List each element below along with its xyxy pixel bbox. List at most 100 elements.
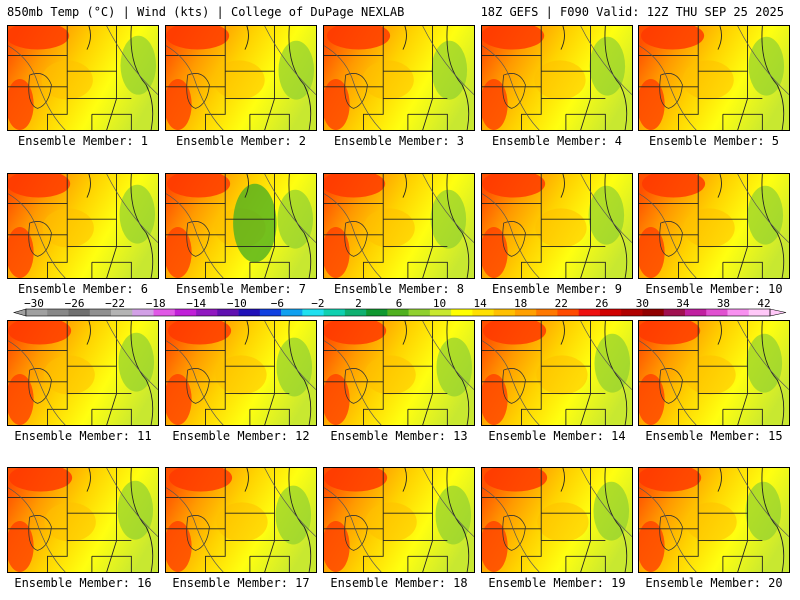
ensemble-member-label: Ensemble Member: 1 xyxy=(17,134,149,148)
height-contour xyxy=(8,487,66,572)
state-border xyxy=(565,261,606,278)
state-border xyxy=(86,321,91,345)
warm-core xyxy=(166,226,192,278)
state-border xyxy=(324,174,384,204)
height-contour xyxy=(264,321,316,390)
state-border xyxy=(560,26,565,50)
ensemble-map-panel xyxy=(7,25,159,131)
colorbar-segment xyxy=(259,309,282,316)
colorbar-tick-label: 2 xyxy=(355,297,362,310)
state-border xyxy=(8,174,68,204)
colorbar-outline xyxy=(25,308,771,317)
state-border xyxy=(86,26,91,50)
colorbar-segment xyxy=(642,309,665,316)
state-border xyxy=(521,381,542,425)
state-border xyxy=(130,26,154,130)
state-border xyxy=(446,468,470,572)
height-contour xyxy=(580,321,632,390)
terrain-contour xyxy=(28,515,52,551)
ensemble-member-label: Ensemble Member: 15 xyxy=(645,429,783,443)
colorbar-segment xyxy=(174,309,197,316)
warm-core xyxy=(482,321,547,345)
height-contour xyxy=(166,45,224,130)
warm-core xyxy=(641,174,706,198)
state-border xyxy=(446,26,470,130)
colorbar-segment xyxy=(557,309,579,316)
warm-core xyxy=(324,78,350,130)
terrain-contour xyxy=(502,515,526,551)
height-contour xyxy=(580,174,632,243)
height-contour xyxy=(324,45,382,130)
height-contour xyxy=(580,468,632,537)
height-contour xyxy=(737,174,789,243)
colorbar-tick-label: −18 xyxy=(145,297,166,310)
height-contour xyxy=(106,468,158,537)
state-border xyxy=(580,219,591,278)
state-border xyxy=(604,26,628,130)
state-border xyxy=(422,513,433,572)
height-contour xyxy=(639,340,697,425)
height-contour xyxy=(106,321,158,390)
state-border xyxy=(446,174,470,278)
warm-zone xyxy=(684,355,736,395)
state-border xyxy=(130,174,154,278)
height-contour xyxy=(324,487,382,572)
ensemble-member-label: Ensemble Member: 8 xyxy=(333,282,465,296)
cool-zone xyxy=(278,40,315,100)
ensemble-member-label: Ensemble Member: 17 xyxy=(172,576,310,590)
warm-core xyxy=(8,26,70,50)
terrain-contour xyxy=(659,221,683,257)
ensemble-member-label: Ensemble Member: 7 xyxy=(175,282,307,296)
colorbar-segment xyxy=(238,309,261,316)
warm-core xyxy=(326,26,391,50)
state-border xyxy=(47,381,68,425)
colorbar-tick-label: −30 xyxy=(24,297,44,310)
colorbar-segment xyxy=(621,309,643,316)
colorbar-segment xyxy=(663,309,686,316)
ensemble-map-panel xyxy=(165,25,317,131)
warm-core xyxy=(639,520,665,572)
state-border xyxy=(8,55,68,88)
state-border xyxy=(91,113,132,130)
height-contour xyxy=(166,487,224,572)
warm-core xyxy=(639,321,701,345)
colorbar-segment xyxy=(47,309,69,316)
state-border xyxy=(407,408,448,425)
warm-core xyxy=(166,174,231,198)
state-border xyxy=(225,26,275,72)
height-contour xyxy=(422,26,474,95)
height-contour xyxy=(639,45,697,130)
state-border xyxy=(604,174,628,278)
warm-core xyxy=(324,226,350,278)
colorbar-tick-label: −2 xyxy=(311,297,325,310)
state-border xyxy=(761,26,785,130)
state-border xyxy=(106,513,117,572)
state-border xyxy=(580,71,591,130)
state-border xyxy=(288,468,312,572)
ensemble-member-label: Ensemble Member: 4 xyxy=(491,134,623,148)
state-border xyxy=(86,174,91,198)
height-contour xyxy=(737,26,789,95)
state-border xyxy=(249,261,290,278)
state-border xyxy=(264,71,275,130)
colorbar-segment xyxy=(599,309,622,316)
state-border xyxy=(166,203,226,236)
state-border xyxy=(363,234,384,278)
state-border xyxy=(678,234,699,278)
colorbar-segment xyxy=(196,309,218,316)
warm-core xyxy=(639,226,665,278)
state-border xyxy=(249,555,290,572)
state-border xyxy=(560,174,565,198)
state-border xyxy=(604,321,628,425)
ensemble-map-panel xyxy=(481,320,633,426)
warm-core xyxy=(8,78,34,130)
warm-core xyxy=(482,373,508,425)
warm-core xyxy=(8,174,71,198)
warm-zone xyxy=(364,355,416,395)
warm-core xyxy=(168,468,233,492)
ensemble-map-panel xyxy=(323,320,475,426)
state-border xyxy=(737,366,748,425)
state-border xyxy=(678,381,699,425)
state-border xyxy=(264,219,275,278)
ensemble-member-label: Ensemble Member: 2 xyxy=(175,134,307,148)
